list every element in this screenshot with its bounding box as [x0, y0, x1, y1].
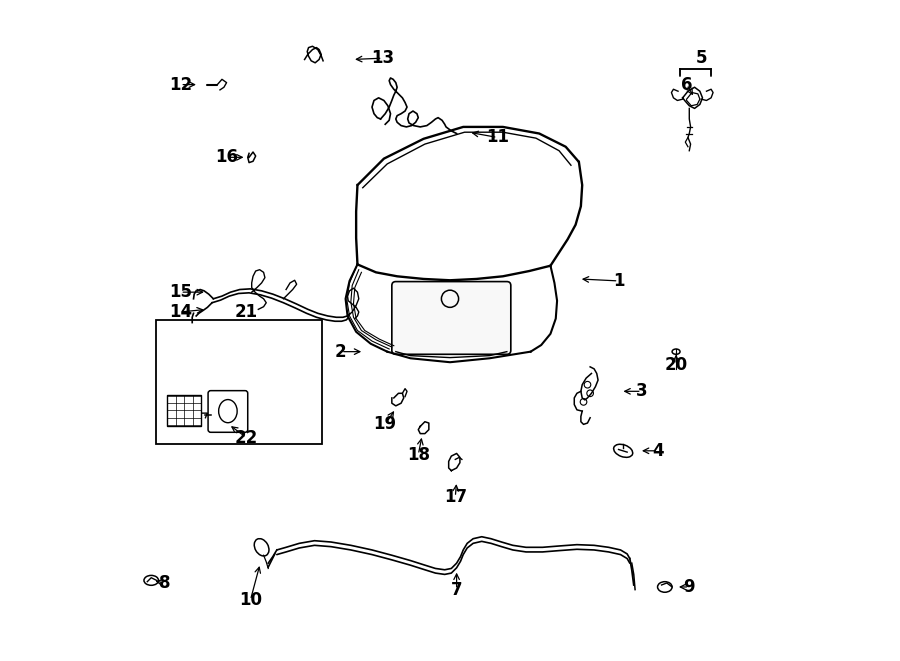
Text: 5: 5 [696, 49, 706, 67]
Text: 6: 6 [681, 75, 692, 94]
Text: 15: 15 [169, 283, 192, 301]
Text: 10: 10 [238, 591, 262, 609]
Text: 4: 4 [652, 442, 664, 460]
Text: 20: 20 [664, 356, 688, 374]
Text: 14: 14 [168, 303, 192, 321]
FancyBboxPatch shape [392, 282, 511, 354]
Text: 13: 13 [371, 49, 394, 67]
Text: 21: 21 [235, 303, 258, 321]
Text: 19: 19 [374, 415, 397, 434]
Bar [167, 395, 202, 426]
Text: 7: 7 [451, 580, 463, 599]
Text: 2: 2 [335, 342, 346, 361]
FancyBboxPatch shape [208, 391, 248, 432]
Text: 16: 16 [215, 148, 238, 167]
Text: 1: 1 [613, 272, 625, 290]
Text: 3: 3 [636, 382, 647, 401]
Text: 18: 18 [407, 446, 430, 464]
Bar [156, 320, 322, 444]
Text: 8: 8 [158, 574, 170, 592]
Text: 9: 9 [683, 578, 695, 596]
Text: 12: 12 [168, 75, 192, 94]
Text: 17: 17 [444, 488, 467, 506]
Text: 22: 22 [235, 428, 258, 447]
Text: 11: 11 [486, 128, 509, 147]
